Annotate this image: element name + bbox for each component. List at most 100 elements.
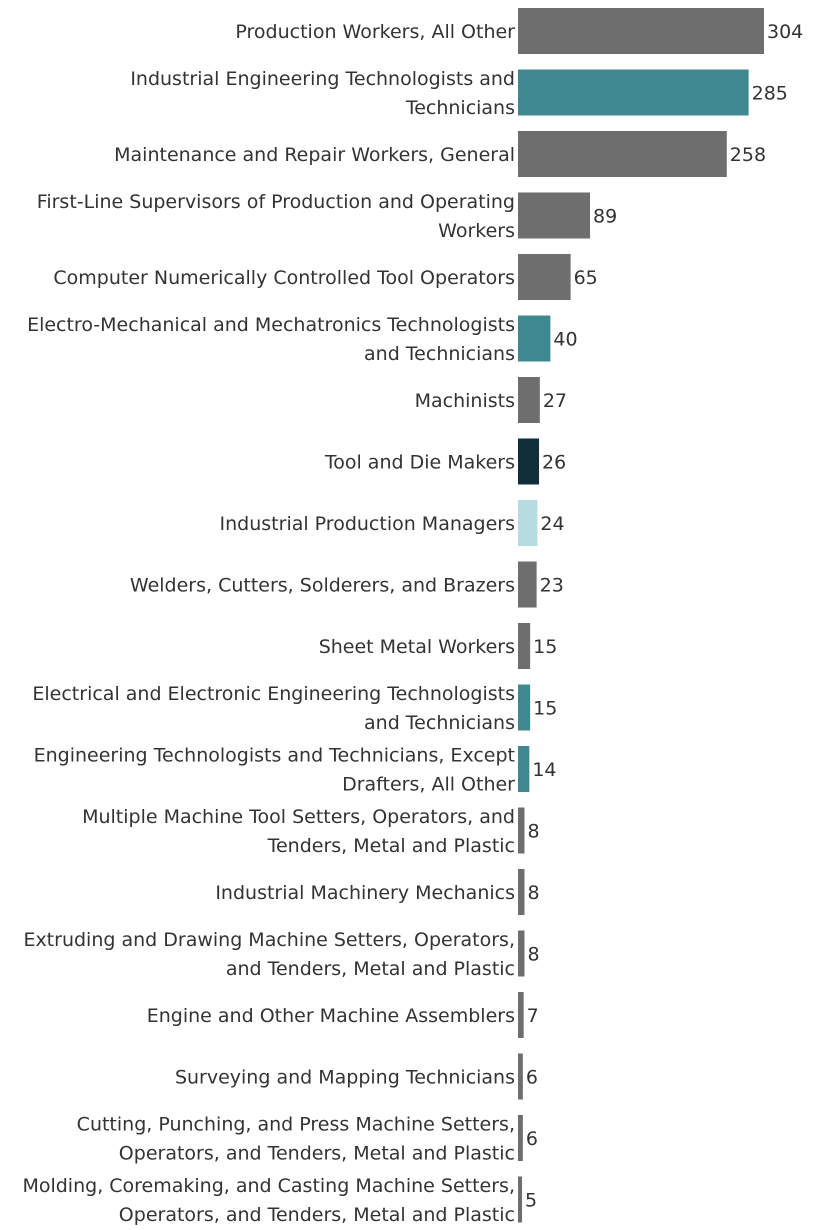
category-label: Tool and Die Makers [324, 452, 515, 474]
value-label: 26 [542, 452, 566, 474]
category-label: Industrial Engineering Technologists and… [130, 68, 515, 119]
category-label-line: Electrical and Electronic Engineering Te… [32, 683, 515, 705]
category-label: Sheet Metal Workers [319, 636, 515, 658]
value-label: 304 [767, 21, 803, 43]
bar [518, 8, 764, 54]
category-label-line: Industrial Production Managers [220, 513, 515, 535]
value-label: 24 [540, 513, 564, 535]
bar [518, 869, 525, 915]
category-label-line: Tool and Die Makers [324, 452, 515, 474]
category-label-line: Electro-Mechanical and Mechatronics Tech… [27, 314, 515, 336]
value-label: 6 [526, 1128, 538, 1150]
bar-row: Surveying and Mapping Technicians 6 [175, 1053, 538, 1100]
bar-row: Electro-Mechanical and Mechatronics Tech… [27, 314, 577, 365]
bar-row: Maintenance and Repair Workers, General 2… [114, 131, 766, 177]
category-label-line: Engine and Other Machine Assemblers [147, 1005, 515, 1027]
category-label: Engineering Technologists and Technician… [34, 745, 516, 796]
category-label-line: Computer Numerically Controlled Tool Ope… [53, 267, 515, 289]
category-label-line: Machinists [415, 390, 515, 412]
bar [518, 315, 551, 362]
bar [518, 684, 531, 731]
category-label-line: Industrial Machinery Mechanics [215, 882, 515, 904]
value-label: 15 [533, 636, 557, 658]
category-label-line: and Technicians [364, 712, 515, 734]
bar-row: Engine and Other Machine Assemblers 7 [147, 992, 539, 1038]
bar-row: Computer Numerically Controlled Tool Ope… [53, 254, 598, 300]
bar-row: Machinists 27 [415, 377, 567, 423]
category-label: Multiple Machine Tool Setters, Operators… [82, 806, 515, 857]
bar [518, 69, 749, 116]
bar-row: Industrial Engineering Technologists and… [130, 68, 788, 119]
bar [518, 992, 524, 1038]
value-label: 8 [527, 882, 539, 904]
category-label-line: Sheet Metal Workers [319, 636, 515, 658]
category-label-line: Engineering Technologists and Technician… [34, 745, 515, 767]
value-label: 65 [574, 267, 598, 289]
category-label: Machinists [415, 390, 515, 412]
category-label: Electrical and Electronic Engineering Te… [32, 683, 515, 734]
category-label-line: Industrial Engineering Technologists and [130, 68, 515, 90]
category-label: Cutting, Punching, and Press Machine Set… [77, 1114, 515, 1165]
category-label-line: and Technicians [364, 343, 515, 365]
bar [518, 438, 540, 485]
value-label: 8 [527, 944, 539, 966]
value-label: 14 [532, 759, 556, 781]
value-label: 258 [730, 144, 766, 166]
bar-row: Multiple Machine Tool Setters, Operators… [82, 806, 540, 857]
bar-row: Sheet Metal Workers 15 [319, 623, 557, 669]
bar-row: Electrical and Electronic Engineering Te… [32, 683, 557, 734]
category-label-line: Molding, Coremaking, and Casting Machine… [22, 1175, 515, 1197]
value-label: 89 [593, 206, 617, 228]
category-label: Maintenance and Repair Workers, General [114, 144, 515, 166]
category-label-line: Multiple Machine Tool Setters, Operators… [82, 806, 515, 828]
bar-row: Cutting, Punching, and Press Machine Set… [77, 1114, 538, 1165]
category-label: Molding, Coremaking, and Casting Machine… [22, 1175, 515, 1226]
category-label-line: Drafters, All Other [342, 774, 515, 796]
category-label-line: Maintenance and Repair Workers, General [114, 144, 515, 166]
bar [518, 746, 530, 792]
category-label-line: Operators, and Tenders, Metal and Plasti… [119, 1204, 515, 1226]
category-label: Industrial Machinery Mechanics [215, 882, 515, 904]
category-label-line: Extruding and Drawing Machine Setters, O… [23, 929, 515, 951]
bar-row: First-Line Supervisors of Production and… [37, 191, 617, 242]
category-label-line: Cutting, Punching, and Press Machine Set… [77, 1114, 515, 1136]
bar [518, 807, 525, 854]
value-label: 15 [533, 698, 557, 720]
category-label: Engine and Other Machine Assemblers [147, 1005, 515, 1027]
bar-row: Molding, Coremaking, and Casting Machine… [22, 1175, 537, 1226]
category-label: Industrial Production Managers [220, 513, 515, 535]
bar [518, 254, 571, 300]
bar-row: Engineering Technologists and Technician… [34, 745, 557, 796]
bar-row: Production Workers, All Other 304 [235, 8, 803, 54]
value-label: 23 [540, 575, 564, 597]
bar [518, 377, 540, 423]
value-label: 8 [527, 821, 539, 843]
bar [518, 1115, 523, 1161]
bar [518, 623, 531, 669]
bar [518, 561, 537, 608]
category-label-line: Workers [438, 220, 515, 242]
value-label: 40 [553, 329, 577, 351]
category-label: Surveying and Mapping Technicians [175, 1067, 515, 1089]
category-label-line: Surveying and Mapping Technicians [175, 1067, 515, 1089]
category-label-line: First-Line Supervisors of Production and… [37, 191, 515, 213]
category-label-line: Welders, Cutters, Solderers, and Brazers [130, 575, 515, 597]
category-label-line: Technicians [405, 97, 515, 119]
bar-row: Extruding and Drawing Machine Setters, O… [23, 929, 539, 980]
bar [518, 192, 591, 239]
bar [518, 1176, 523, 1223]
category-label-line: Operators, and Tenders, Metal and Plasti… [119, 1143, 515, 1165]
bar-row: Welders, Cutters, Solderers, and Brazers… [130, 561, 564, 608]
bar [518, 500, 538, 546]
bar [518, 930, 525, 977]
category-label-line: Production Workers, All Other [235, 21, 515, 43]
value-label: 6 [526, 1067, 538, 1089]
bar [518, 131, 727, 177]
value-label: 7 [527, 1005, 539, 1027]
bar-row: Industrial Production Managers 24 [220, 500, 565, 546]
value-label: 5 [525, 1190, 537, 1212]
category-label: Production Workers, All Other [235, 21, 515, 43]
category-label: Welders, Cutters, Solderers, and Brazers [130, 575, 515, 597]
bar-row: Industrial Machinery Mechanics 8 [215, 869, 540, 915]
